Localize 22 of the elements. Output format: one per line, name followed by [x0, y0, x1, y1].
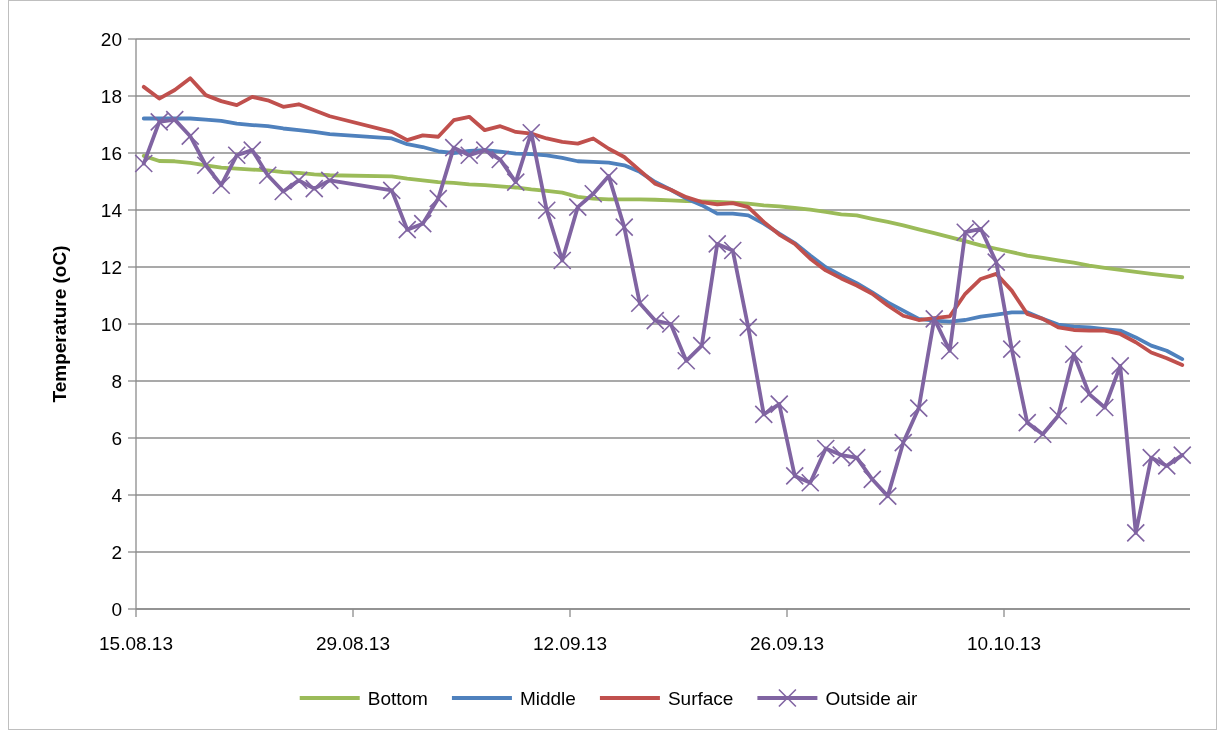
legend-label: Outside air — [825, 687, 918, 709]
line-series — [141, 76, 1185, 367]
legend-label: Middle — [519, 687, 576, 709]
x-tick-label: 15.08.13 — [99, 633, 173, 654]
x-tick-label: 26.09.13 — [750, 633, 824, 654]
x-tick-label: 10.10.13 — [967, 633, 1041, 654]
y-axis-title: Temperature (oC) — [49, 245, 70, 403]
y-tick-label: 2 — [111, 541, 122, 563]
y-tick-label: 12 — [100, 256, 122, 278]
y-tick-label: 8 — [111, 370, 122, 392]
y-tick-label: 0 — [111, 598, 122, 620]
y-tick-label: 10 — [100, 313, 122, 335]
y-tick-label: 6 — [111, 427, 122, 449]
y-tick-label: 16 — [100, 142, 122, 164]
x-tick-label: 29.08.13 — [316, 633, 390, 654]
y-tick-label: 18 — [100, 85, 122, 107]
legend-label: Surface — [667, 687, 734, 709]
legend-label: Bottom — [367, 687, 428, 709]
y-tick-label: 4 — [111, 484, 123, 506]
y-tick-label: 20 — [100, 28, 122, 50]
x-tick-label: 12.09.13 — [533, 633, 607, 654]
y-tick-label: 14 — [100, 199, 123, 221]
